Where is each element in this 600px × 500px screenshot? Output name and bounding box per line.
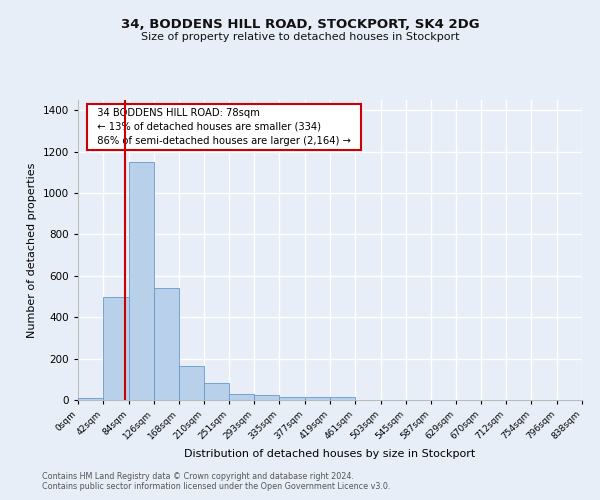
Text: Size of property relative to detached houses in Stockport: Size of property relative to detached ho… [141, 32, 459, 42]
Bar [305, 397, 330, 400]
Text: Contains public sector information licensed under the Open Government Licence v3: Contains public sector information licen… [42, 482, 391, 491]
Text: 34 BODDENS HILL ROAD: 78sqm  
  ← 13% of detached houses are smaller (334)  
  8: 34 BODDENS HILL ROAD: 78sqm ← 13% of det… [91, 108, 357, 146]
Text: Contains HM Land Registry data © Crown copyright and database right 2024.: Contains HM Land Registry data © Crown c… [42, 472, 354, 481]
Bar [330, 397, 355, 400]
Bar [179, 366, 205, 400]
Bar [229, 394, 254, 400]
Bar [78, 398, 103, 400]
Bar [280, 397, 305, 400]
Text: 34, BODDENS HILL ROAD, STOCKPORT, SK4 2DG: 34, BODDENS HILL ROAD, STOCKPORT, SK4 2D… [121, 18, 479, 30]
Bar [103, 296, 128, 400]
Bar [128, 162, 154, 400]
Bar [154, 288, 179, 400]
Bar [254, 395, 280, 400]
Bar [205, 384, 229, 400]
Y-axis label: Number of detached properties: Number of detached properties [27, 162, 37, 338]
X-axis label: Distribution of detached houses by size in Stockport: Distribution of detached houses by size … [184, 450, 476, 460]
